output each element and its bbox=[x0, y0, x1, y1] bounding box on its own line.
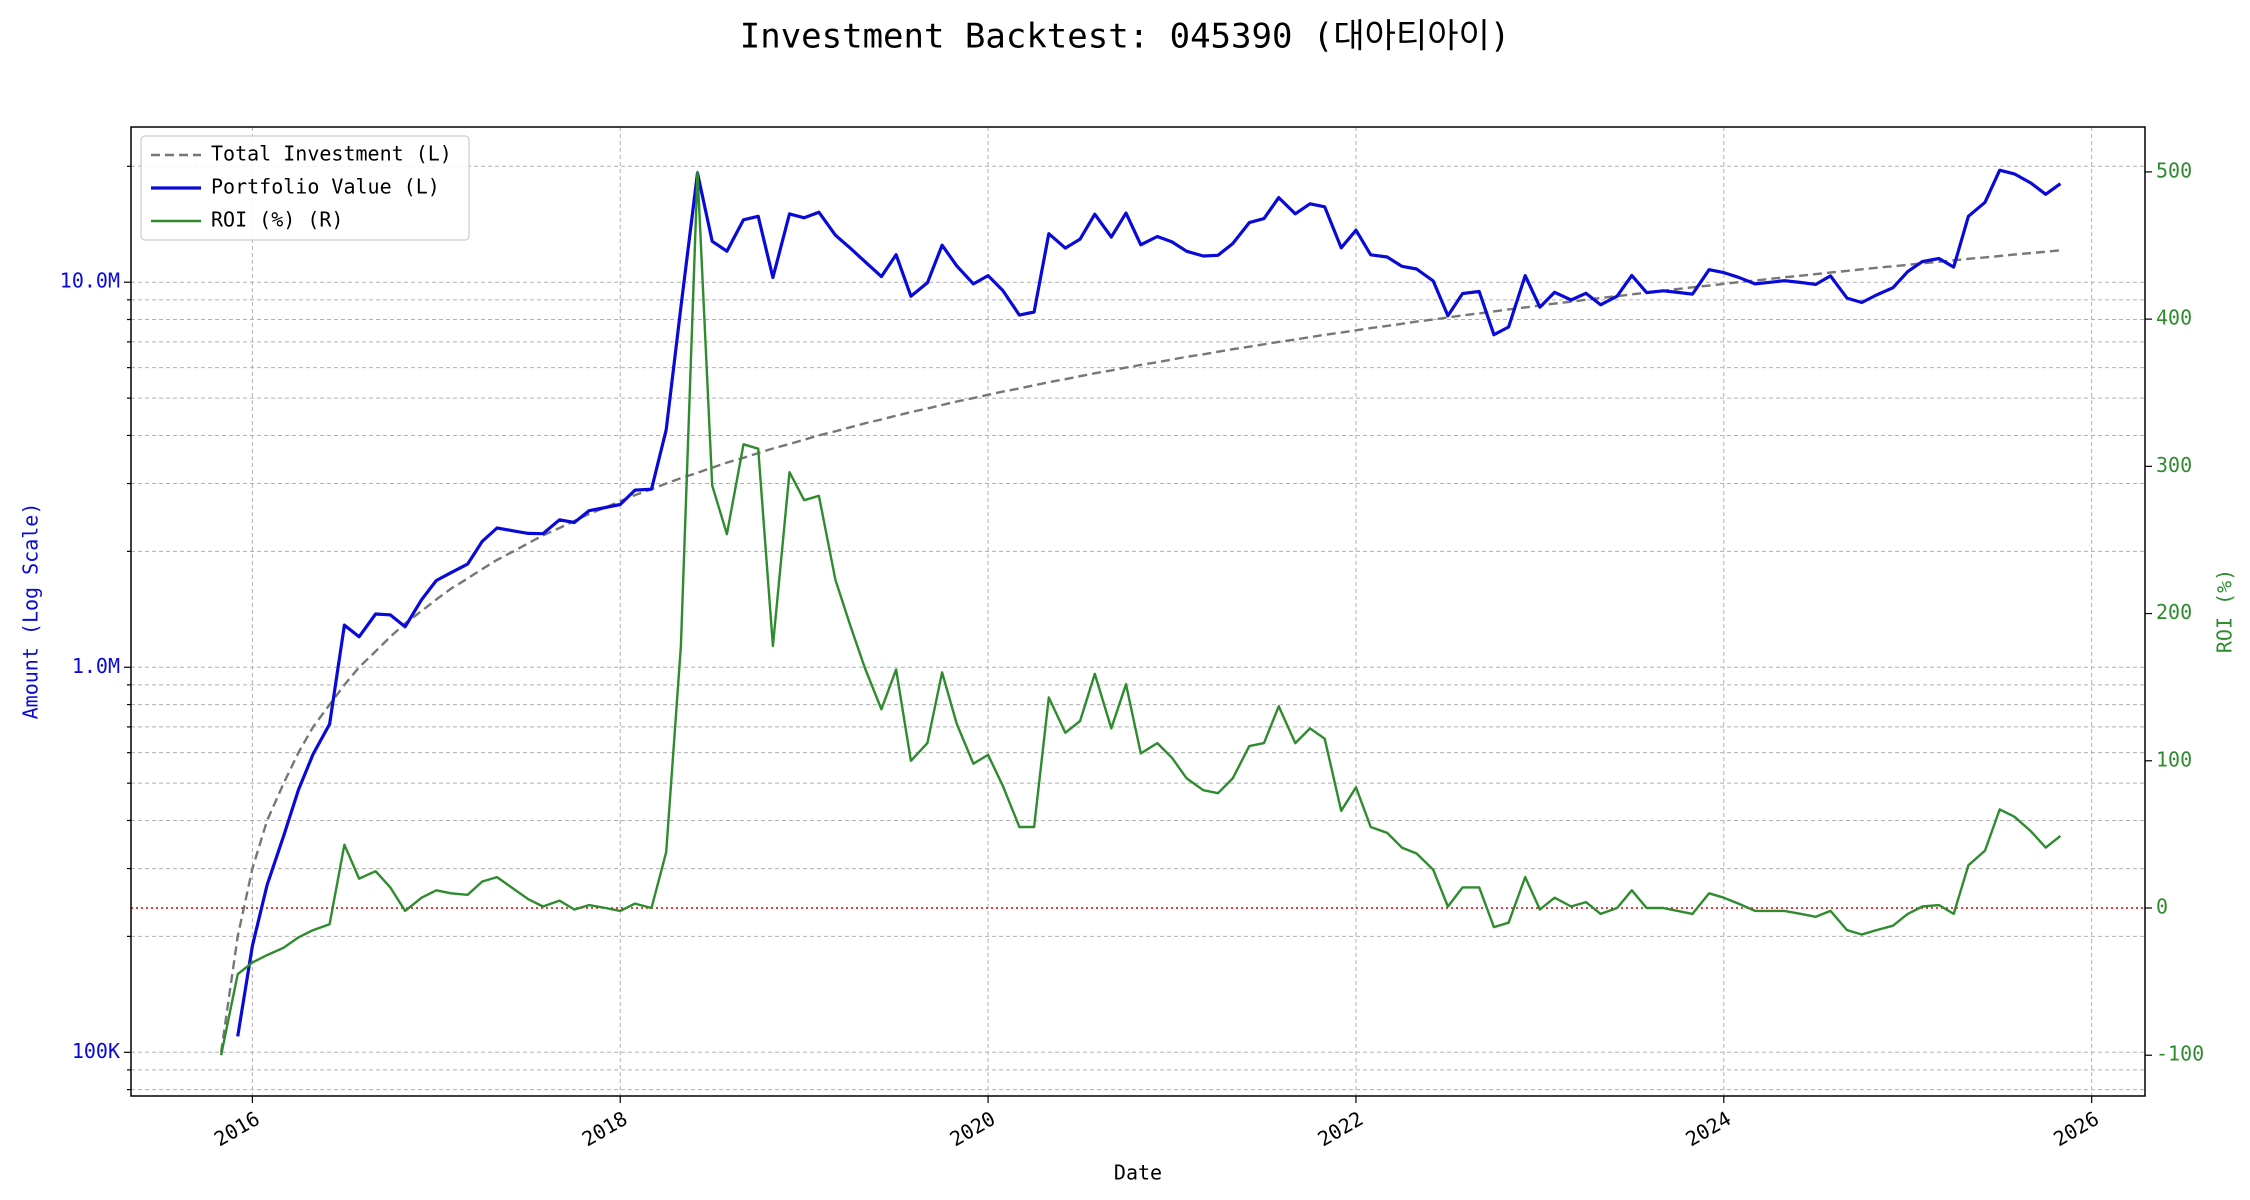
y2-tick-label: 400 bbox=[2156, 306, 2192, 330]
y2-tick-label: 200 bbox=[2156, 600, 2192, 624]
legend-box bbox=[140, 135, 470, 241]
x-tick-label: 2016 bbox=[210, 1106, 264, 1151]
x-axis-label: Date bbox=[1114, 1161, 1162, 1185]
x-tick-label: 2022 bbox=[1313, 1106, 1367, 1151]
legend-label: ROI (%) (R) bbox=[211, 208, 343, 232]
plot-frame bbox=[130, 126, 2146, 1097]
y2-tick-label: -100 bbox=[2156, 1042, 2204, 1066]
legend-label: Total Investment (L) bbox=[211, 142, 452, 166]
legend-label: Portfolio Value (L) bbox=[211, 175, 440, 199]
x-tick-label: 2024 bbox=[1681, 1106, 1735, 1151]
x-tick-label: 2020 bbox=[946, 1106, 1000, 1151]
series-line bbox=[219, 170, 2062, 1056]
y2-tick-label: 300 bbox=[2156, 453, 2192, 477]
x-tick-label: 2018 bbox=[578, 1106, 632, 1151]
y-tick-label: 1.0M bbox=[72, 654, 120, 678]
y-tick-label: 10.0M bbox=[60, 269, 120, 293]
chart-title: Investment Backtest: 045390 (대아티아이) bbox=[740, 17, 1511, 57]
y2-axis-label: ROI (%) bbox=[2213, 569, 2237, 653]
y2-tick-label: 0 bbox=[2156, 895, 2168, 919]
y2-tick-label: 100 bbox=[2156, 747, 2192, 771]
series-line bbox=[219, 249, 2061, 1053]
series-line bbox=[236, 168, 2062, 1037]
y-axis-label: Amount (Log Scale) bbox=[19, 503, 43, 720]
y2-tick-label: 500 bbox=[2156, 158, 2192, 182]
y-tick-label: 100K bbox=[72, 1039, 120, 1063]
plot-area bbox=[219, 168, 2062, 1056]
x-tick-label: 2026 bbox=[2049, 1106, 2103, 1151]
